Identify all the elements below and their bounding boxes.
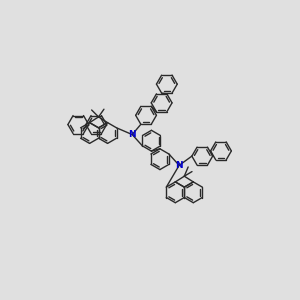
Text: N: N: [128, 130, 136, 139]
Text: N: N: [175, 161, 183, 170]
